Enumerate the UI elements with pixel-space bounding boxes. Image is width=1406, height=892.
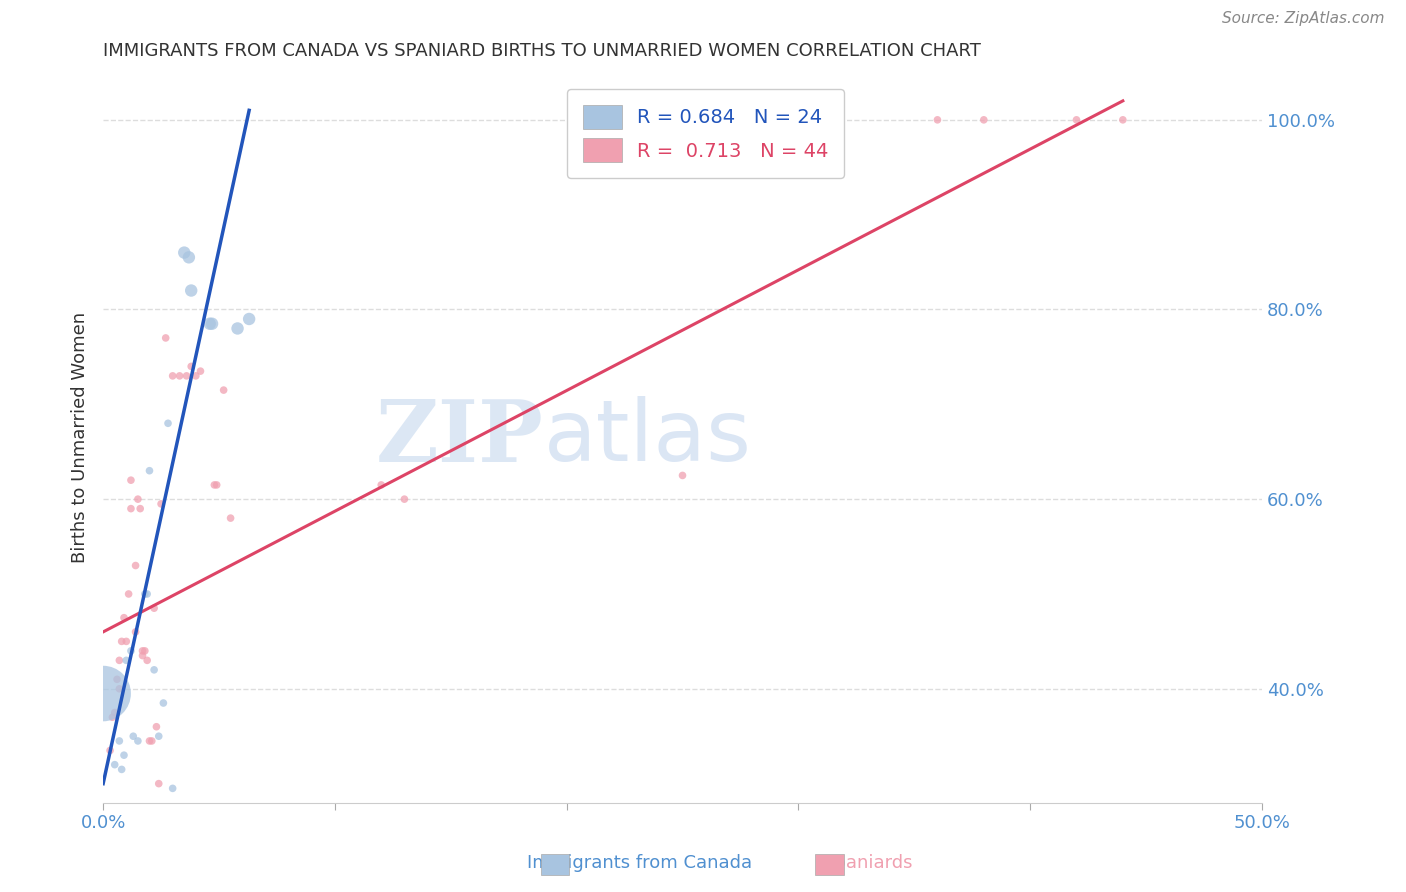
Point: [973, 112, 995, 127]
Point: [127, 734, 149, 748]
Point: [394, 492, 416, 507]
Point: [927, 112, 949, 127]
Point: [127, 492, 149, 507]
Point: [136, 587, 159, 601]
Point: [219, 511, 242, 525]
Point: [177, 250, 200, 264]
Point: [184, 368, 207, 383]
Point: [131, 644, 153, 658]
Point: [148, 777, 170, 791]
Point: [148, 729, 170, 743]
Point: [91, 687, 114, 701]
Point: [176, 368, 198, 383]
Point: [180, 284, 202, 298]
Point: [162, 781, 184, 796]
Point: [131, 648, 153, 663]
Text: Source: ZipAtlas.com: Source: ZipAtlas.com: [1222, 11, 1385, 26]
Point: [120, 473, 142, 487]
Point: [120, 501, 142, 516]
Point: [212, 383, 235, 397]
Point: [226, 321, 249, 335]
Text: Immigrants from Canada: Immigrants from Canada: [527, 855, 752, 872]
Point: [101, 710, 124, 724]
Point: [112, 610, 135, 624]
Point: [138, 464, 160, 478]
Point: [1066, 112, 1088, 127]
Point: [169, 368, 191, 383]
Point: [112, 748, 135, 763]
Point: [202, 478, 225, 492]
Point: [115, 653, 138, 667]
Point: [370, 478, 392, 492]
Point: [136, 653, 159, 667]
Point: [190, 364, 212, 378]
Point: [180, 359, 202, 374]
Point: [104, 757, 127, 772]
Point: [111, 634, 134, 648]
Point: [155, 331, 177, 345]
Point: [120, 644, 142, 658]
Point: [150, 497, 173, 511]
Point: [104, 706, 127, 720]
Point: [105, 673, 128, 687]
Point: [162, 368, 184, 383]
Point: [124, 558, 146, 573]
Point: [198, 317, 221, 331]
Point: [108, 734, 131, 748]
Point: [1112, 112, 1135, 127]
Point: [134, 587, 156, 601]
Point: [143, 663, 166, 677]
Point: [205, 478, 228, 492]
Text: ZIP: ZIP: [375, 395, 544, 480]
Legend: R = 0.684   N = 24, R =  0.713   N = 44: R = 0.684 N = 24, R = 0.713 N = 44: [567, 89, 844, 178]
Text: IMMIGRANTS FROM CANADA VS SPANIARD BIRTHS TO UNMARRIED WOMEN CORRELATION CHART: IMMIGRANTS FROM CANADA VS SPANIARD BIRTH…: [103, 42, 981, 60]
Text: Spaniards: Spaniards: [824, 855, 914, 872]
Point: [671, 468, 693, 483]
Point: [152, 696, 174, 710]
Point: [98, 743, 121, 757]
Point: [115, 634, 138, 648]
Point: [117, 587, 139, 601]
Text: atlas: atlas: [544, 396, 751, 479]
Point: [138, 734, 160, 748]
Point: [201, 317, 224, 331]
Point: [141, 734, 163, 748]
Point: [129, 501, 152, 516]
Point: [111, 763, 134, 777]
Y-axis label: Births to Unmarried Women: Births to Unmarried Women: [72, 312, 89, 563]
Point: [134, 644, 156, 658]
Point: [124, 624, 146, 639]
Point: [157, 417, 180, 431]
Point: [108, 681, 131, 696]
Point: [145, 720, 167, 734]
Point: [108, 653, 131, 667]
Point: [173, 245, 195, 260]
Point: [238, 312, 260, 326]
Point: [122, 729, 145, 743]
Point: [143, 601, 166, 615]
